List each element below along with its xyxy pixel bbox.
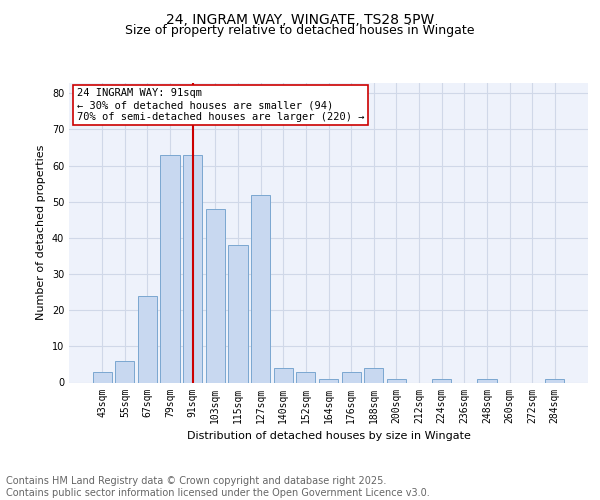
- Bar: [364, 368, 383, 382]
- Bar: [545, 379, 565, 382]
- Bar: [160, 155, 180, 382]
- Bar: [387, 379, 406, 382]
- Bar: [432, 379, 451, 382]
- Text: 24 INGRAM WAY: 91sqm
← 30% of detached houses are smaller (94)
70% of semi-detac: 24 INGRAM WAY: 91sqm ← 30% of detached h…: [77, 88, 364, 122]
- Text: 24, INGRAM WAY, WINGATE, TS28 5PW: 24, INGRAM WAY, WINGATE, TS28 5PW: [166, 12, 434, 26]
- Bar: [251, 194, 270, 382]
- Bar: [274, 368, 293, 382]
- Bar: [341, 372, 361, 382]
- Text: Size of property relative to detached houses in Wingate: Size of property relative to detached ho…: [125, 24, 475, 37]
- Bar: [206, 209, 225, 382]
- Bar: [296, 372, 316, 382]
- X-axis label: Distribution of detached houses by size in Wingate: Distribution of detached houses by size …: [187, 431, 470, 441]
- Bar: [229, 245, 248, 382]
- Bar: [183, 155, 202, 382]
- Bar: [319, 379, 338, 382]
- Bar: [92, 372, 112, 382]
- Bar: [138, 296, 157, 382]
- Bar: [115, 361, 134, 382]
- Text: Contains HM Land Registry data © Crown copyright and database right 2025.
Contai: Contains HM Land Registry data © Crown c…: [6, 476, 430, 498]
- Bar: [477, 379, 497, 382]
- Y-axis label: Number of detached properties: Number of detached properties: [36, 145, 46, 320]
